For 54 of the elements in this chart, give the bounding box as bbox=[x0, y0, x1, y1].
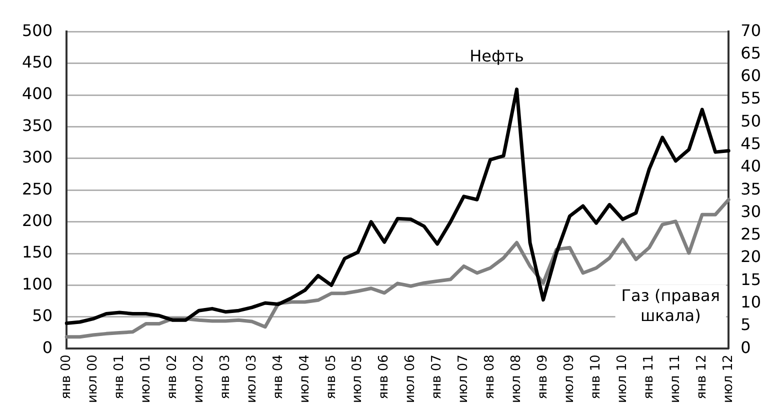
x-tick-label: июл 00 bbox=[85, 354, 100, 404]
x-tick-label: июл 10 bbox=[615, 354, 630, 404]
y-tick-label: 250 bbox=[22, 179, 53, 198]
y-tick-label: 50 bbox=[32, 306, 53, 326]
x-tick-label: янв 04 bbox=[270, 354, 286, 400]
x-tick-label: янв 11 bbox=[642, 354, 657, 400]
y-tick-label: 450 bbox=[22, 52, 53, 72]
y2-tick-label: 30 bbox=[740, 202, 761, 221]
x-tick-label: июл 03 bbox=[244, 354, 260, 404]
y2-tick-label: 45 bbox=[740, 134, 761, 153]
y2-tick-label: 65 bbox=[740, 43, 761, 62]
y2-tick-label: 60 bbox=[740, 66, 761, 86]
x-tick-label: июл 12 bbox=[721, 354, 736, 404]
x-tick-label: янв 06 bbox=[376, 354, 392, 400]
x-tick-label: янв 08 bbox=[482, 354, 498, 400]
x-tick-label: июл 06 bbox=[403, 354, 418, 404]
y-tick-label: 300 bbox=[22, 148, 53, 167]
x-tick-label: янв 02 bbox=[164, 354, 180, 400]
y2-tick-label: 10 bbox=[740, 292, 761, 312]
y2-tick-label: 35 bbox=[740, 179, 761, 198]
x-tick-label: июл 11 bbox=[668, 354, 684, 404]
x-tick-label: янв 05 bbox=[324, 354, 339, 400]
y-tick-label: 400 bbox=[22, 84, 53, 104]
series-label: Газ (правая шкала) bbox=[621, 286, 720, 325]
y2-tick-label: 5 bbox=[740, 315, 751, 334]
y2-tick-label: 50 bbox=[740, 111, 761, 130]
y-tick-label: 100 bbox=[22, 274, 53, 294]
x-tick-label: янв 10 bbox=[588, 354, 604, 400]
x-tick-label: янв 00 bbox=[58, 354, 74, 400]
y-tick-label: 350 bbox=[22, 116, 53, 135]
x-tick-label: янв 01 bbox=[112, 354, 127, 400]
y2-tick-label: 70 bbox=[740, 20, 761, 40]
series-label: Нефть bbox=[470, 46, 524, 66]
x-tick-label: июл 08 bbox=[509, 354, 524, 404]
y-tick-label: 500 bbox=[22, 20, 53, 40]
x-tick-label: янв 09 bbox=[536, 354, 551, 400]
x-tick-label: июл 07 bbox=[456, 354, 472, 404]
x-tick-label: июл 09 bbox=[562, 354, 578, 404]
x-tick-label: янв 03 bbox=[218, 354, 233, 400]
y2-tick-label: 20 bbox=[740, 247, 761, 266]
x-tick-label: янв 12 bbox=[694, 354, 710, 400]
x-tick-label: июл 04 bbox=[297, 354, 312, 404]
y2-tick-label: 40 bbox=[740, 156, 761, 176]
y-tick-label: 0 bbox=[42, 338, 53, 357]
y2-tick-label: 55 bbox=[740, 88, 761, 108]
x-tick-label: июл 01 bbox=[138, 354, 154, 404]
y2-tick-label: 0 bbox=[740, 338, 751, 357]
x-tick-label: янв 07 bbox=[430, 354, 445, 400]
x-tick-label: июл 05 bbox=[350, 354, 366, 404]
y-tick-label: 150 bbox=[22, 242, 53, 262]
x-tick-label: июл 02 bbox=[191, 354, 206, 404]
y2-tick-label: 25 bbox=[740, 224, 761, 244]
y2-tick-label: 15 bbox=[740, 270, 761, 289]
y-tick-label: 200 bbox=[22, 210, 53, 230]
